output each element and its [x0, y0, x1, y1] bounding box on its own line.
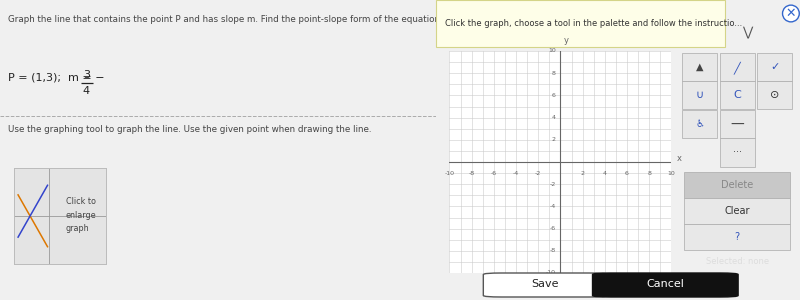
Text: Selected: none: Selected: none — [706, 257, 769, 266]
Text: 2: 2 — [552, 137, 556, 142]
Text: 10: 10 — [548, 49, 556, 53]
Text: Save: Save — [531, 279, 559, 290]
Text: C: C — [734, 90, 741, 100]
FancyBboxPatch shape — [719, 81, 755, 109]
Text: 3: 3 — [83, 70, 90, 80]
Text: 8: 8 — [552, 71, 556, 76]
Text: Cancel: Cancel — [646, 279, 684, 290]
FancyBboxPatch shape — [719, 110, 755, 139]
Text: ♿: ♿ — [695, 119, 704, 129]
FancyBboxPatch shape — [684, 198, 790, 224]
Text: 8: 8 — [647, 171, 651, 176]
Text: -4: -4 — [513, 171, 519, 176]
FancyBboxPatch shape — [757, 53, 793, 81]
Text: -8: -8 — [469, 171, 474, 176]
Text: -6: -6 — [490, 171, 497, 176]
Text: 4: 4 — [82, 85, 90, 95]
Text: x: x — [677, 154, 682, 163]
Text: 4: 4 — [603, 171, 607, 176]
FancyBboxPatch shape — [682, 53, 718, 81]
Text: 10: 10 — [667, 171, 675, 176]
Text: —: — — [730, 117, 744, 131]
Text: Clear: Clear — [725, 206, 750, 216]
FancyBboxPatch shape — [593, 273, 738, 297]
Text: 6: 6 — [625, 171, 629, 176]
Text: ?: ? — [734, 232, 740, 242]
Text: ∪: ∪ — [695, 90, 704, 100]
Text: -4: -4 — [550, 204, 556, 209]
Text: 2: 2 — [581, 171, 585, 176]
Text: -2: -2 — [535, 171, 542, 176]
Text: ···: ··· — [733, 148, 742, 158]
Text: -6: -6 — [550, 226, 556, 231]
Text: ▲: ▲ — [696, 62, 703, 72]
Text: Click the graph, choose a tool in the palette and follow the instructio...: Click the graph, choose a tool in the pa… — [445, 19, 742, 28]
Text: Use the graphing tool to graph the line. Use the given point when drawing the li: Use the graphing tool to graph the line.… — [8, 124, 371, 134]
Text: enlarge: enlarge — [66, 211, 97, 220]
FancyBboxPatch shape — [719, 53, 755, 81]
Text: ⊙: ⊙ — [770, 90, 779, 100]
Text: Click to: Click to — [66, 197, 96, 206]
FancyBboxPatch shape — [684, 172, 790, 198]
FancyBboxPatch shape — [719, 138, 755, 167]
Text: -10: -10 — [445, 171, 454, 176]
Text: y: y — [564, 36, 569, 45]
Text: -8: -8 — [550, 248, 556, 253]
FancyBboxPatch shape — [684, 224, 790, 250]
FancyBboxPatch shape — [757, 81, 793, 109]
Text: 6: 6 — [552, 93, 556, 98]
FancyBboxPatch shape — [682, 110, 718, 139]
Text: ✓: ✓ — [770, 62, 779, 72]
Text: ✕: ✕ — [786, 7, 796, 20]
Text: 4: 4 — [552, 115, 556, 120]
Text: graph: graph — [66, 224, 90, 233]
FancyBboxPatch shape — [436, 0, 726, 46]
Text: Delete: Delete — [721, 180, 754, 190]
Text: ⋁: ⋁ — [742, 25, 752, 38]
FancyBboxPatch shape — [682, 81, 718, 109]
Text: -10: -10 — [546, 271, 556, 275]
Text: ╱: ╱ — [734, 61, 741, 74]
FancyBboxPatch shape — [483, 273, 607, 297]
Text: P = (1,3);  m = −: P = (1,3); m = − — [8, 72, 105, 82]
Text: Graph the line that contains the point P and has slope m. Find the point-slope f: Graph the line that contains the point P… — [8, 15, 490, 24]
Text: -2: -2 — [550, 182, 556, 187]
